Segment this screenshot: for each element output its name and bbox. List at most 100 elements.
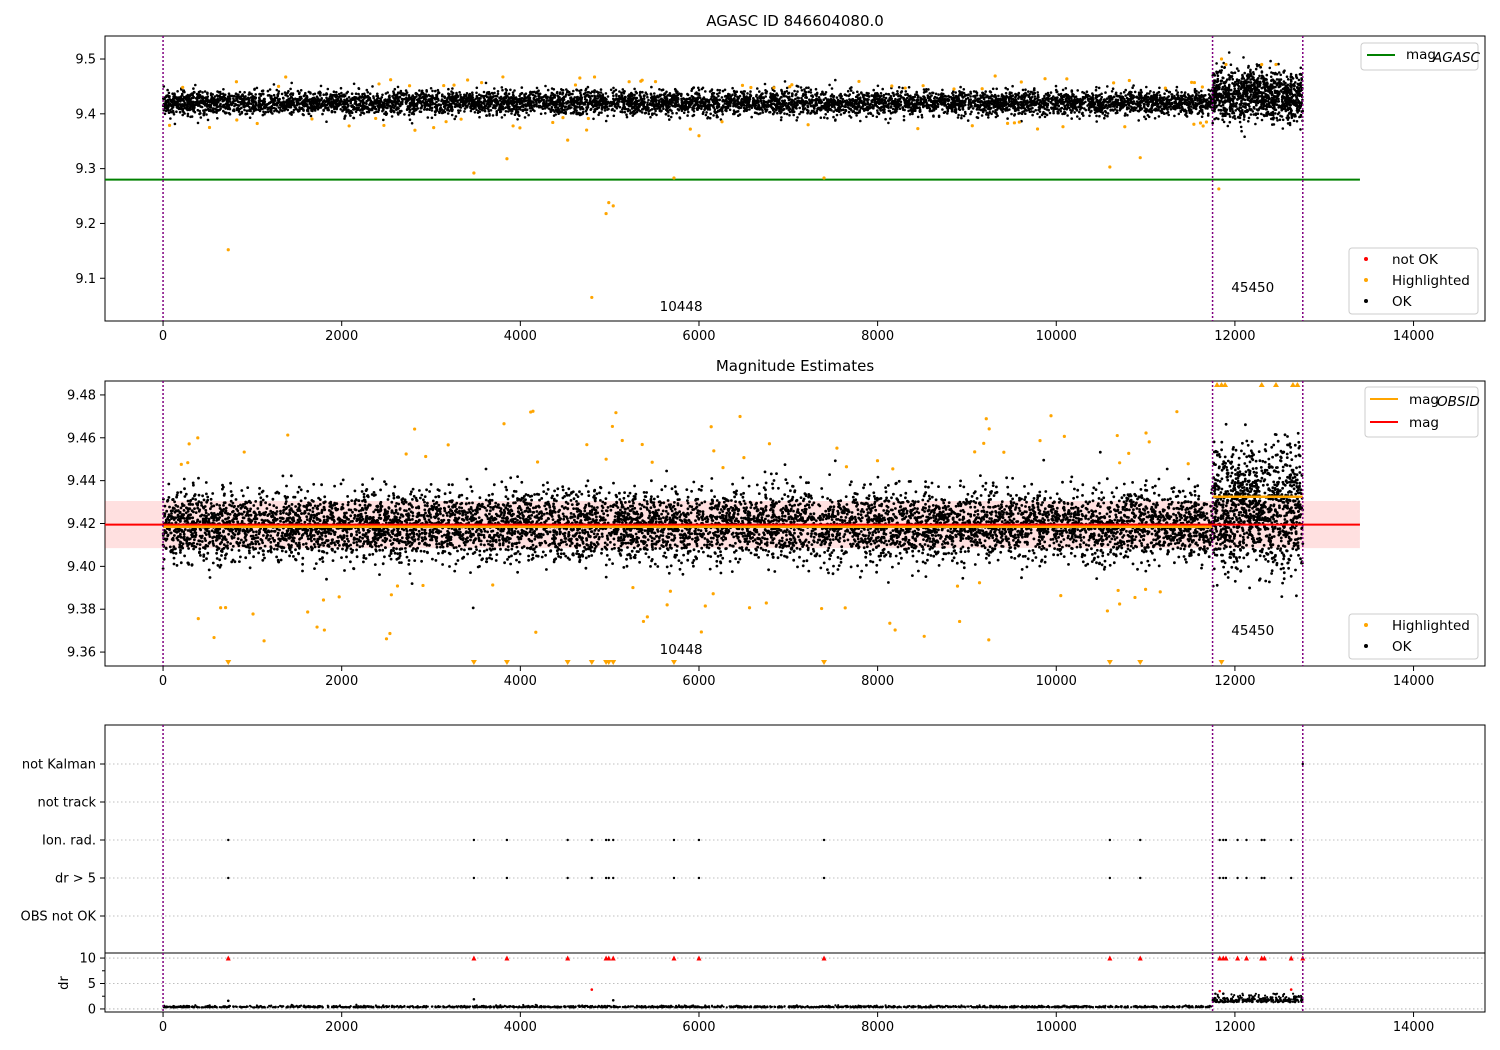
ok-point xyxy=(937,93,940,96)
ok-point xyxy=(318,98,322,102)
ok-point xyxy=(1126,93,1130,96)
ok-point xyxy=(599,88,603,91)
ok-point xyxy=(310,101,314,105)
ok-point xyxy=(166,88,169,92)
ok-point xyxy=(880,94,883,98)
ok-point xyxy=(513,113,517,116)
ok-point xyxy=(1045,113,1049,117)
ok-point xyxy=(997,94,1000,98)
ok-point xyxy=(655,107,659,110)
ok-point xyxy=(1070,111,1073,114)
ok-point xyxy=(500,86,504,89)
ok-point xyxy=(664,112,668,116)
ok-point xyxy=(216,109,220,112)
ok-point xyxy=(521,104,525,107)
ok-point xyxy=(425,89,428,92)
ok-point xyxy=(511,91,515,94)
ok-point xyxy=(937,103,940,106)
ok-point xyxy=(763,82,767,86)
x-tick-label: 6000 xyxy=(682,329,715,344)
ok-point xyxy=(340,91,343,95)
ok-point xyxy=(235,95,238,99)
ok-point xyxy=(964,103,967,107)
ok-point xyxy=(513,89,516,92)
ok-point xyxy=(1122,90,1126,94)
ok-point xyxy=(982,104,986,107)
ok-point xyxy=(523,116,527,119)
ok-point xyxy=(439,109,442,112)
ok-point xyxy=(1025,109,1028,112)
ok-point xyxy=(1170,93,1174,96)
ok-point xyxy=(250,99,254,103)
ok-point xyxy=(934,92,938,96)
ok-point xyxy=(1031,113,1034,117)
ok-point xyxy=(916,115,920,119)
ok-point xyxy=(396,85,400,89)
ok-point xyxy=(209,93,213,97)
ok-point xyxy=(313,92,317,96)
ok-point xyxy=(1144,117,1148,121)
ok-point xyxy=(244,95,247,98)
ok-point xyxy=(418,99,422,103)
ok-point xyxy=(1050,101,1053,105)
ok-point xyxy=(201,91,204,94)
ok-point xyxy=(199,112,202,115)
ok-point xyxy=(819,116,823,119)
ok-point xyxy=(196,121,200,125)
x-tick-label: 14000 xyxy=(1393,329,1434,344)
ok-point xyxy=(1131,86,1134,89)
ok-point xyxy=(1027,90,1030,93)
ok-point xyxy=(931,109,934,113)
ok-point xyxy=(504,110,508,113)
ok-point xyxy=(889,105,893,108)
ok-point xyxy=(529,109,532,113)
ok-point xyxy=(254,100,257,103)
ok-point xyxy=(700,107,703,111)
ok-point xyxy=(1163,92,1166,95)
ok-point xyxy=(326,98,330,102)
ok-point xyxy=(1017,96,1021,99)
ok-point xyxy=(357,87,361,90)
ok-point xyxy=(359,113,362,117)
ok-point xyxy=(1093,102,1097,106)
ok-point xyxy=(995,87,998,91)
ok-point xyxy=(1193,87,1197,91)
ok-point xyxy=(615,94,618,98)
ok-point xyxy=(781,108,785,112)
ok-point xyxy=(1029,104,1032,107)
ok-point xyxy=(851,110,855,114)
ok-point xyxy=(932,114,935,117)
ok-point xyxy=(468,102,471,105)
ok-point xyxy=(277,106,281,109)
ok-point xyxy=(920,116,924,119)
ok-point xyxy=(1038,115,1042,119)
ok-point xyxy=(832,110,835,113)
ok-point xyxy=(476,96,479,100)
ok-point xyxy=(1125,103,1128,107)
ok-point xyxy=(785,112,789,116)
ok-point xyxy=(635,96,639,100)
ok-point xyxy=(309,91,312,94)
ok-point xyxy=(348,112,351,115)
ok-point xyxy=(1070,97,1073,100)
ok-point xyxy=(721,113,724,116)
ok-point xyxy=(568,106,572,109)
ok-point xyxy=(830,87,834,90)
ok-point xyxy=(1196,112,1200,116)
ok-point xyxy=(516,118,519,121)
ok-point xyxy=(1106,85,1109,88)
ok-point xyxy=(564,93,568,96)
ok-point xyxy=(833,106,836,109)
ok-point xyxy=(1022,110,1026,113)
ok-point xyxy=(764,91,767,95)
ok-point xyxy=(1095,114,1098,118)
ok-point xyxy=(1147,92,1151,95)
ok-point xyxy=(599,91,603,94)
ok-point xyxy=(260,89,264,93)
ok-point xyxy=(1018,106,1022,109)
ok-point xyxy=(525,99,528,102)
ok-point xyxy=(859,119,862,123)
ok-point xyxy=(447,92,450,95)
ok-point xyxy=(207,107,210,110)
ok-point xyxy=(912,109,916,112)
